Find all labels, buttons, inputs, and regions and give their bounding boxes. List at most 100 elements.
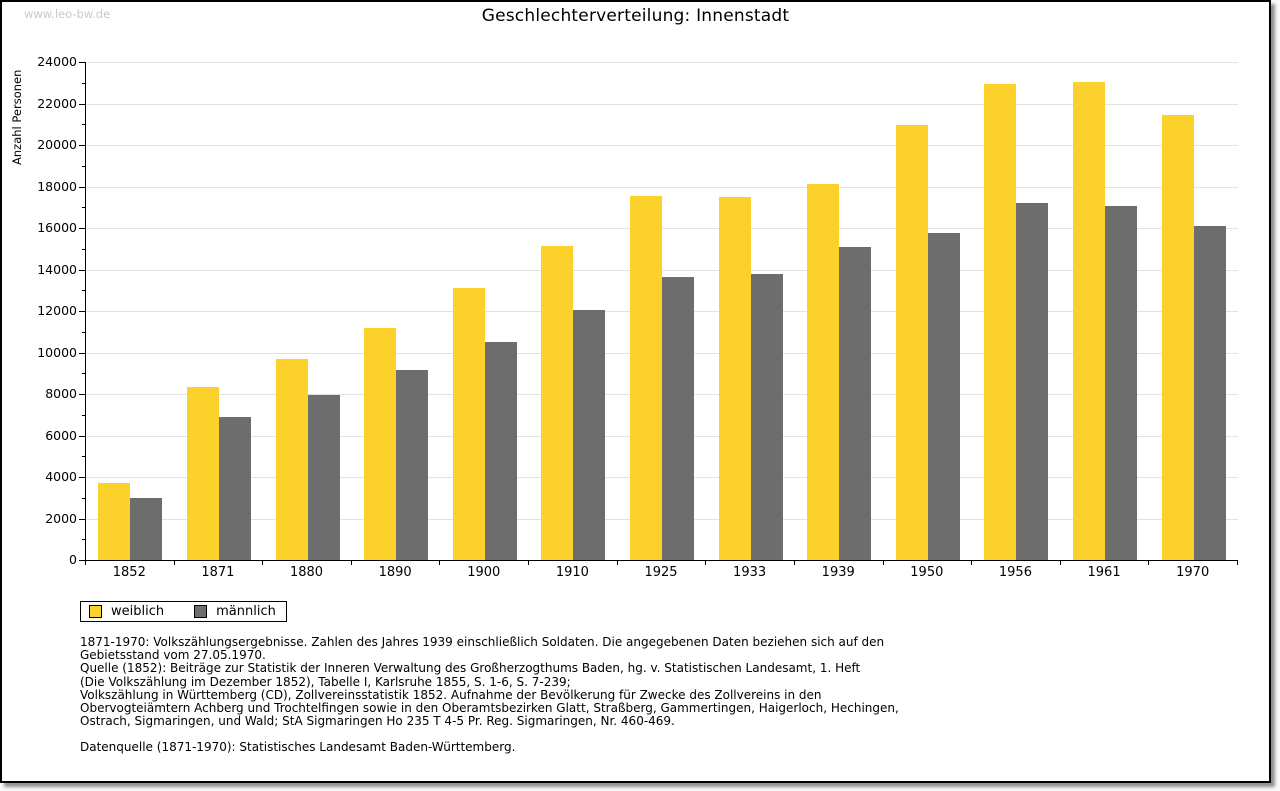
bar-weiblich-1925 (630, 195, 662, 560)
bar-männlich-1961 (1105, 206, 1138, 560)
y-axis-tick-label: 14000 (37, 261, 77, 277)
x-axis-tick-label: 1970 (1176, 565, 1210, 580)
bar-weiblich-1956 (984, 83, 1017, 560)
y-axis-tick-label: 10000 (37, 344, 77, 360)
footnotes: 1871-1970: Volkszählungsergebnisse. Zahl… (80, 635, 899, 729)
y-axis-minor-tick (82, 207, 85, 209)
y-axis-tick-label: 18000 (37, 178, 77, 194)
x-axis-tick-label: 1910 (555, 565, 589, 580)
x-axis-tick (528, 561, 530, 565)
x-axis-tick (793, 561, 795, 565)
x-axis-tick (1148, 561, 1150, 565)
y-axis-major-tick (79, 269, 85, 271)
y-axis-minor-tick (82, 497, 85, 499)
bar-weiblich-1939 (807, 184, 840, 560)
grid-line (86, 269, 1238, 271)
grid-line (86, 145, 1238, 146)
y-axis-minor-tick (82, 373, 85, 375)
bar-weiblich-1961 (1073, 81, 1106, 560)
datasource-note: Datenquelle (1871-1970): Statistisches L… (80, 740, 516, 754)
footnote-line: Quelle (1852): Beiträge zur Statistik de… (80, 661, 861, 676)
x-axis-tick (1237, 561, 1238, 565)
y-axis-minor-tick (82, 248, 85, 250)
y-axis-major-tick (79, 352, 85, 354)
y-axis-major-tick (79, 145, 85, 146)
x-axis-tick (173, 561, 175, 565)
y-axis-tick-label: 6000 (45, 427, 77, 443)
y-axis-minor-tick (82, 414, 85, 416)
x-axis-tick (1059, 561, 1061, 565)
y-axis-tick-label: 24000 (37, 54, 77, 69)
x-axis-tick (882, 561, 884, 565)
y-axis-tick-label: 4000 (45, 469, 77, 484)
bar-weiblich-1970 (1161, 114, 1194, 560)
y-axis-major-tick (79, 311, 85, 312)
y-axis-major-tick (79, 435, 85, 437)
legend-swatch-maennlich (194, 605, 208, 618)
y-axis-major-tick (79, 518, 85, 520)
bar-männlich-1910 (573, 309, 606, 560)
grid-line (86, 103, 1238, 105)
y-axis-major-tick (79, 62, 85, 63)
x-axis-tick (705, 561, 707, 565)
y-axis-tick-label: 0 (69, 552, 77, 567)
y-axis-tick-label: 2000 (45, 510, 77, 526)
y-axis-minor-tick (82, 331, 85, 333)
y-axis-minor-tick (82, 539, 85, 541)
y-axis-major-tick (79, 103, 85, 105)
x-axis-tick-label: 1956 (998, 565, 1032, 580)
x-axis-tick-label: 1852 (112, 565, 146, 580)
y-axis-tick-label: 20000 (37, 137, 77, 152)
bar-männlich-1925 (662, 276, 694, 560)
footnote-line: Obervogteiämtern Achberg und Trochtelfin… (80, 701, 899, 716)
x-axis-tick-label: 1890 (378, 565, 412, 580)
y-axis-tick-label: 22000 (37, 95, 77, 111)
x-axis-tick (971, 561, 973, 565)
bar-männlich-1956 (1016, 203, 1049, 560)
chart-title: Geschlechterverteilung: Innenstadt (481, 6, 790, 26)
bar-männlich-1890 (396, 370, 429, 560)
bar-männlich-1880 (307, 395, 340, 560)
bar-männlich-1970 (1193, 225, 1226, 560)
y-axis-major-tick (79, 228, 85, 229)
bar-männlich-1852 (130, 497, 163, 560)
grid-line (86, 186, 1238, 188)
y-axis-minor-tick (82, 165, 85, 167)
bar-weiblich-1900 (452, 288, 485, 560)
plot-area (85, 62, 1238, 561)
y-axis-major-tick (79, 394, 85, 395)
footnote-line: Ostrach, Sigmaringen, und Wald; StA Sigm… (80, 714, 675, 729)
x-axis-tick (616, 561, 618, 565)
x-axis-tick-label: 1925 (644, 565, 678, 580)
y-axis-tick-label: 16000 (37, 220, 77, 235)
y-axis-major-tick (79, 186, 85, 188)
legend-label-weiblich: weiblich (111, 604, 165, 619)
footnote-line: (Die Volkszählung im Dezember 1852), Tab… (80, 674, 571, 689)
x-axis-tick-label: 1950 (910, 565, 944, 580)
x-axis-tick-label: 1871 (201, 565, 235, 580)
bar-männlich-1939 (839, 246, 872, 560)
bar-weiblich-1880 (275, 358, 308, 560)
footnote-line: 1871-1970: Volkszählungsergebnisse. Zahl… (80, 635, 885, 649)
x-axis-tick-label: 1961 (1087, 565, 1121, 580)
y-axis-tick-label: 12000 (37, 303, 77, 318)
bar-männlich-1871 (218, 416, 251, 560)
bar-weiblich-1933 (718, 196, 751, 560)
x-axis-tick-label: 1933 (733, 565, 767, 580)
x-axis-tick (350, 561, 352, 565)
x-axis-tick (439, 561, 441, 565)
legend: weiblich männlich (80, 601, 287, 622)
bar-männlich-1900 (484, 342, 517, 560)
x-axis-tick-label: 1880 (289, 565, 324, 580)
footnote-line: Volkszählung in Württemberg (CD), Zollve… (80, 687, 822, 702)
y-axis-tick-label: 8000 (45, 386, 77, 401)
bar-weiblich-1950 (895, 125, 928, 560)
y-axis-major-tick (79, 477, 85, 478)
y-axis-minor-tick (82, 124, 85, 126)
bar-weiblich-1910 (541, 245, 574, 560)
y-axis-minor-tick (82, 82, 85, 84)
y-axis-minor-tick (82, 456, 85, 458)
x-axis-tick-label: 1900 (467, 565, 501, 580)
bar-männlich-1950 (927, 233, 960, 560)
